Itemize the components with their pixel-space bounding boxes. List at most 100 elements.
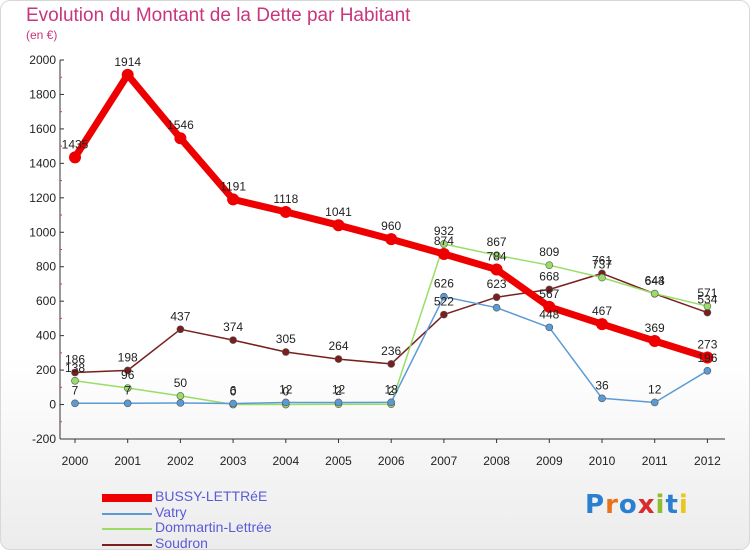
data-point-1 <box>176 399 185 407</box>
data-point-2 <box>123 384 132 392</box>
data-label-3: 534 <box>697 293 717 307</box>
legend-swatch <box>102 528 152 530</box>
data-label-0: 369 <box>645 321 665 335</box>
data-label-1: 448 <box>539 307 559 321</box>
data-point-3 <box>440 310 448 319</box>
data-label-0: 1914 <box>114 55 141 69</box>
data-point-1 <box>123 399 132 408</box>
data-label-3: 236 <box>381 344 401 358</box>
data-label-3: 761 <box>592 253 612 267</box>
data-point-0 <box>543 300 556 313</box>
x-tick-label: 2003 <box>220 454 247 468</box>
y-tick-label: 0 <box>49 398 56 412</box>
x-tick-label: 2007 <box>431 454 458 468</box>
data-point-2 <box>440 240 448 248</box>
data-point-0 <box>648 334 661 347</box>
y-tick-label: 1200 <box>29 191 56 205</box>
data-point-3 <box>229 336 237 344</box>
data-point-0 <box>701 351 714 364</box>
data-label-0: 467 <box>592 304 612 318</box>
data-label-1: 12 <box>648 382 662 396</box>
data-label-0: 1546 <box>167 118 194 132</box>
x-tick-label: 2002 <box>167 454 194 468</box>
x-tick-label: 2009 <box>536 454 563 468</box>
x-tick-label: 2012 <box>694 454 721 468</box>
x-tick-label: 2008 <box>483 454 510 468</box>
data-point-0 <box>385 233 398 246</box>
data-label-2: 571 <box>697 286 717 300</box>
legend-swatch <box>102 543 152 546</box>
data-label-2: 2 <box>335 384 342 398</box>
legend-swatch <box>102 494 152 502</box>
data-label-2: 138 <box>65 361 85 375</box>
data-point-3 <box>334 355 343 363</box>
data-point-0 <box>490 263 503 276</box>
data-label-1: 36 <box>595 378 609 392</box>
y-tick-label: -200 <box>32 432 56 446</box>
logo-letter: r <box>605 490 619 520</box>
data-point-0 <box>69 151 81 164</box>
data-point-1 <box>703 366 712 375</box>
data-point-0 <box>437 247 450 260</box>
legend-label: Soudron <box>155 534 208 551</box>
data-label-1: 196 <box>697 351 717 365</box>
data-point-3 <box>281 348 290 356</box>
proxiti-logo: Proxiti <box>585 490 689 520</box>
legend-label: BUSSY-LETTRéE <box>155 488 268 504</box>
data-point-1 <box>71 399 79 408</box>
x-tick-label: 2004 <box>272 454 299 468</box>
data-label-3: 522 <box>434 295 454 309</box>
data-label-1: 6 <box>230 384 237 398</box>
data-label-0: 567 <box>539 287 559 301</box>
data-point-1 <box>334 398 343 407</box>
legend-swatch <box>102 512 152 515</box>
data-point-0 <box>174 132 187 145</box>
data-label-2: 737 <box>592 258 612 272</box>
data-point-3 <box>545 285 554 294</box>
data-point-3 <box>71 368 79 377</box>
y-tick-label: 2000 <box>29 53 56 67</box>
logo-letter: o <box>618 490 638 520</box>
y-tick-label: 400 <box>36 329 56 343</box>
data-point-1 <box>387 398 396 407</box>
y-tick-label: 800 <box>36 260 56 274</box>
data-point-0 <box>121 68 134 81</box>
data-label-3: 668 <box>539 269 559 283</box>
data-label-3: 437 <box>170 309 190 323</box>
data-point-0 <box>227 193 240 206</box>
data-label-0: 874 <box>434 234 454 248</box>
x-tick-label: 2001 <box>114 454 141 468</box>
data-label-2: 644 <box>645 274 665 288</box>
data-label-1: 12 <box>332 382 346 396</box>
data-label-0: 960 <box>381 219 401 233</box>
data-label-3: 198 <box>118 350 138 364</box>
data-label-2: 96 <box>121 368 135 382</box>
data-label-0: 1191 <box>220 179 246 193</box>
data-point-0 <box>279 205 292 218</box>
data-label-1: 12 <box>279 382 293 396</box>
logo-letter: i <box>678 490 689 520</box>
data-label-2: 0 <box>230 385 237 399</box>
data-point-1 <box>229 399 237 408</box>
data-label-3: 264 <box>328 339 348 353</box>
y-tick-label: 1000 <box>29 225 56 239</box>
y-tick-label: 1800 <box>29 87 56 101</box>
legend-label: Vatry <box>155 503 187 520</box>
x-tick-label: 2000 <box>62 454 89 468</box>
data-label-0: 1041 <box>325 205 352 219</box>
data-point-1 <box>440 292 448 301</box>
data-label-3: 623 <box>487 277 507 291</box>
data-label-0: 784 <box>487 249 507 263</box>
data-point-3 <box>703 308 712 317</box>
data-label-1: 7 <box>72 383 79 397</box>
data-label-3: 643 <box>645 274 665 288</box>
data-label-2: 2 <box>388 384 395 398</box>
data-point-1 <box>545 323 554 332</box>
data-point-2 <box>492 251 501 259</box>
data-label-2: 867 <box>487 235 507 249</box>
data-label-1: 13 <box>385 382 399 396</box>
data-point-1 <box>492 303 501 312</box>
y-tick-label: 600 <box>36 294 56 308</box>
